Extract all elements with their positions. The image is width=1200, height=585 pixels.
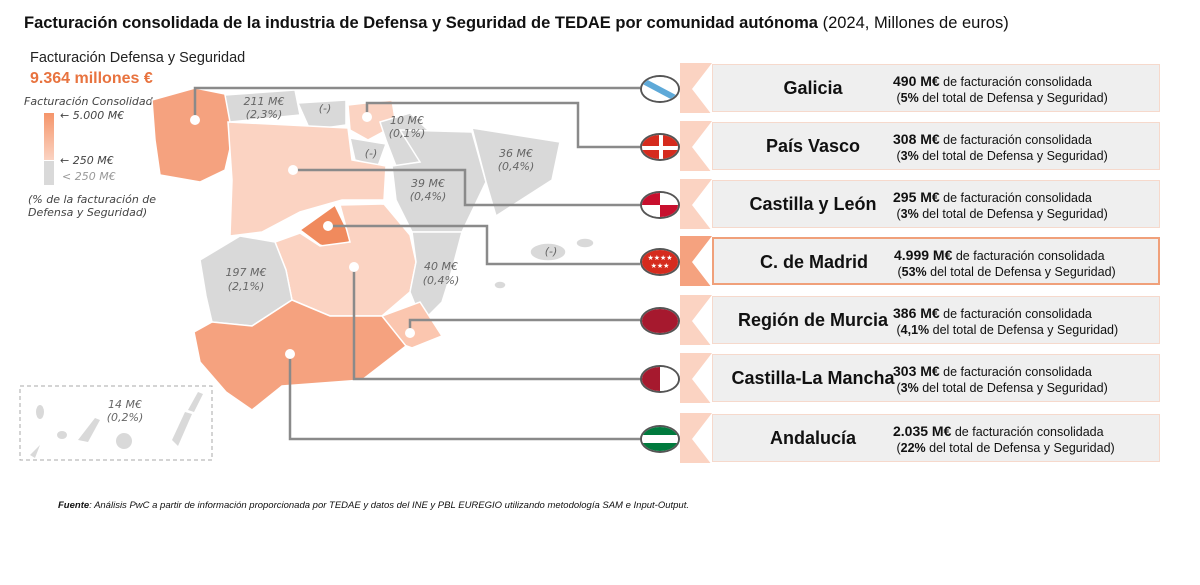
region-name: Región de Murcia	[737, 310, 889, 330]
chevron-arrow-icon	[680, 63, 712, 113]
region-info: 308 M€ de facturación consolidada (3% de…	[893, 131, 1108, 163]
svg-text:40 M€: 40 M€	[424, 260, 458, 273]
region-cataluna	[470, 127, 561, 218]
region-card: C. de Madrid 4.999 M€ de facturación con…	[712, 237, 1160, 285]
connector-galicia	[193, 86, 640, 120]
castilla-leon-flag	[640, 191, 680, 219]
connector-lines	[193, 86, 640, 441]
chevron-arrow-icon	[680, 179, 712, 229]
region-name: C. de Madrid	[759, 252, 868, 272]
region-info: 2.035 M€ de facturación consolidada (22%…	[893, 423, 1115, 455]
murcia-flag	[640, 307, 680, 335]
region-name: Andalucía	[769, 428, 857, 448]
svg-text:(0,4%): (0,4%)	[498, 160, 535, 173]
connector-pais-vasco	[365, 101, 640, 149]
region-name: Castilla-La Mancha	[731, 368, 895, 388]
svg-text:(0,4%): (0,4%)	[423, 274, 460, 287]
connector-madrid	[328, 224, 640, 266]
chevron-arrow-icon	[680, 295, 712, 345]
svg-text:(0,4%): (0,4%)	[410, 190, 447, 203]
region-galicia	[151, 87, 233, 183]
svg-text:(2,3%): (2,3%)	[246, 108, 283, 121]
region-cantabria	[296, 99, 347, 131]
madrid-flag: ★★★★ ★★★	[640, 248, 680, 276]
region-card: Región de Murcia 386 M€ de facturación c…	[712, 296, 1160, 344]
region-info: 4.999 M€ de facturación consolidada (53%…	[894, 247, 1116, 279]
svg-text:(2,1%): (2,1%)	[228, 280, 265, 293]
chevron-arrow-icon	[680, 413, 712, 463]
legend-gray	[44, 161, 54, 185]
region-name: País Vasco	[765, 136, 861, 156]
legend-note: (% de la facturación de Defensa y Segurid…	[28, 193, 157, 219]
region-baleares	[529, 242, 567, 262]
connector-andalucia	[288, 354, 640, 441]
total-value: 9.364 millones €	[30, 70, 153, 87]
region-card: País Vasco 308 M€ de facturación consoli…	[712, 122, 1160, 170]
svg-text:39 M€: 39 M€	[411, 177, 445, 190]
region-castilla-leon	[227, 121, 387, 237]
region-card: Castilla-La Mancha 303 M€ de facturación…	[712, 354, 1160, 402]
legend-max: ← 5.000 M€	[60, 109, 125, 122]
region-castilla-la-mancha	[274, 203, 417, 317]
svg-text:(-): (-)	[545, 245, 558, 258]
region-name: Galicia	[783, 78, 843, 98]
region-card: Andalucía 2.035 M€ de facturación consol…	[712, 414, 1160, 462]
galicia-flag	[640, 75, 680, 103]
pais-vasco-flag	[640, 133, 680, 161]
region-asturias	[224, 89, 301, 123]
region-info: 295 M€ de facturación consolidada (3% de…	[893, 189, 1108, 221]
chevron-arrow-icon	[680, 236, 712, 286]
svg-text:(0,2%): (0,2%)	[107, 411, 144, 424]
andalucia-flag	[640, 425, 680, 453]
svg-text:(0,1%): (0,1%)	[389, 127, 426, 140]
region-info: 490 M€ de facturación consolidada (5% de…	[893, 73, 1108, 105]
source-note: Fuente: Análisis PwC a partir de informa…	[58, 500, 689, 511]
region-info: 386 M€ de facturación consolidada (4,1% …	[893, 305, 1119, 337]
svg-text:36 M€: 36 M€	[499, 147, 533, 160]
svg-text:197 M€: 197 M€	[226, 266, 267, 279]
svg-text:10 M€: 10 M€	[390, 114, 424, 127]
region-name: Castilla y León	[749, 194, 877, 214]
connector-clm	[352, 267, 640, 381]
region-info: 303 M€ de facturación consolidada (3% de…	[893, 363, 1108, 395]
legend-mid: ← 250 M€	[60, 154, 114, 167]
page-title: Facturación consolidada de la industria …	[24, 14, 1009, 32]
total-label: Facturación Defensa y Seguridad	[30, 50, 246, 66]
svg-text:211 M€: 211 M€	[244, 95, 285, 108]
region-valencia	[409, 231, 463, 324]
chevron-arrow-icon	[680, 121, 712, 171]
chevron-arrow-icon	[680, 353, 712, 403]
svg-text:(-): (-)	[319, 102, 332, 115]
connector-murcia	[408, 318, 640, 333]
svg-text:14 M€: 14 M€	[108, 398, 142, 411]
svg-text:(-): (-)	[365, 147, 378, 160]
legend-gradient	[44, 113, 54, 160]
castilla-la-mancha-flag	[640, 365, 680, 393]
connector-castilla-leon	[293, 168, 640, 207]
legend-low: < 250 M€	[62, 170, 116, 183]
region-card: Castilla y León 295 M€ de facturación co…	[712, 180, 1160, 228]
region-card: Galicia 490 M€ de facturación consolidad…	[712, 64, 1160, 112]
legend-title: Facturación Consolidada	[24, 95, 160, 108]
